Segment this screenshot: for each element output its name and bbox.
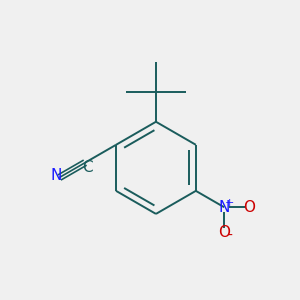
Text: C: C	[82, 160, 92, 175]
Text: N: N	[218, 200, 230, 215]
Text: O: O	[218, 225, 230, 240]
Text: N: N	[51, 168, 62, 183]
Text: O: O	[243, 200, 255, 215]
Text: -: -	[227, 229, 232, 243]
Text: +: +	[225, 198, 234, 208]
